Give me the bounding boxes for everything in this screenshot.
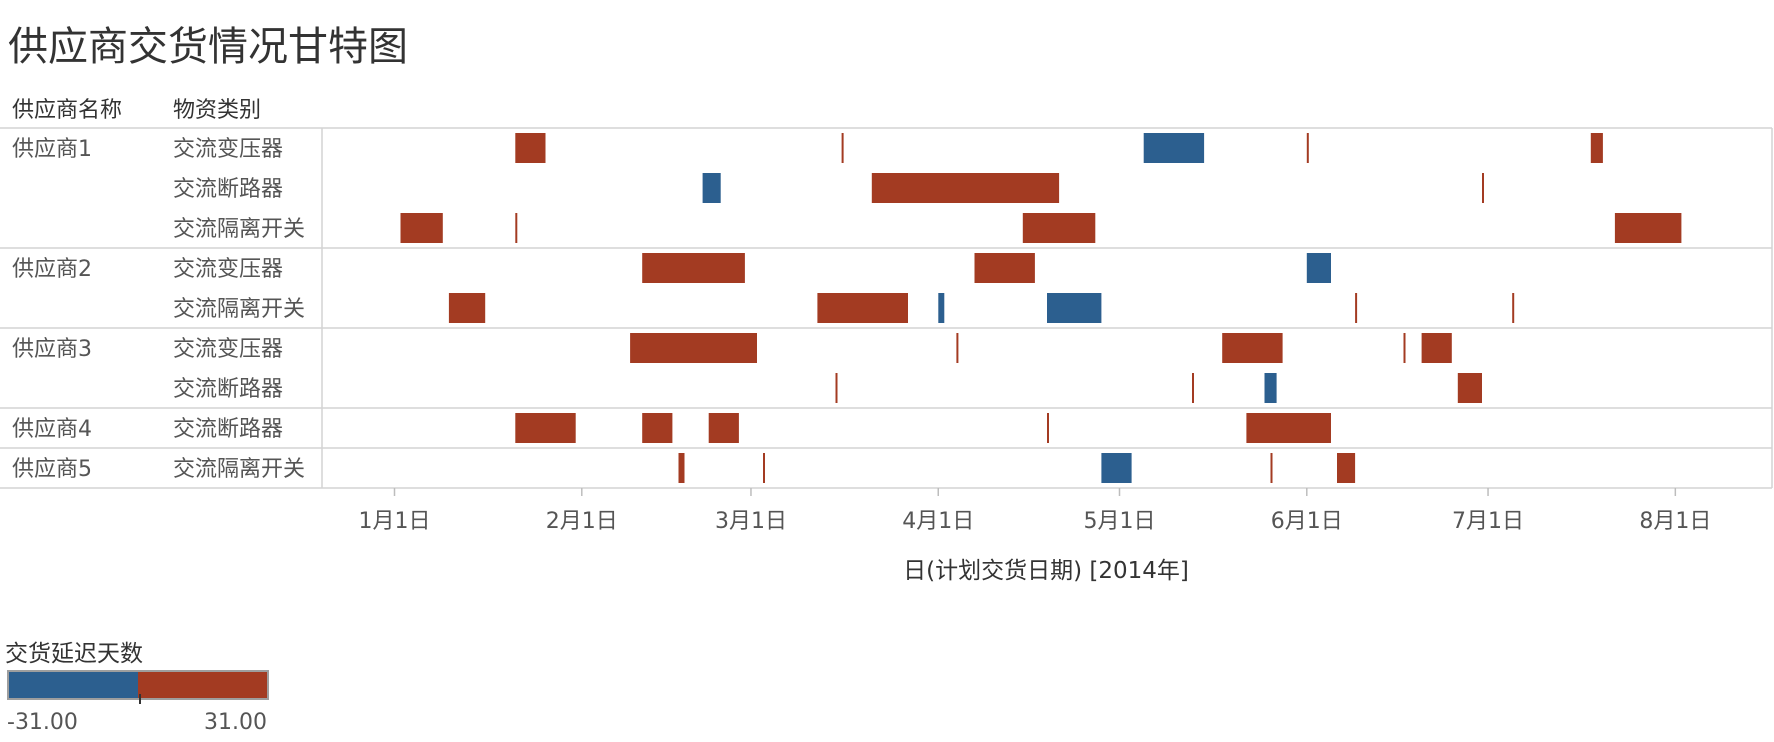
- gantt-bar: [1264, 373, 1277, 403]
- category-label: 交流断路器: [173, 417, 283, 442]
- gantt-bar: [835, 373, 838, 403]
- gantt-bar: [1337, 453, 1356, 483]
- gantt-bar: [515, 133, 546, 163]
- legend-midpoint-marker: [139, 694, 141, 704]
- category-label: 交流隔离开关: [173, 297, 305, 322]
- x-axis-ticks: 1月1日 2月1日 3月1日 4月1日 5月1日 6月1日 7月1日 8月1日: [359, 488, 1711, 534]
- x-tick-label: 1月1日: [359, 509, 431, 534]
- x-tick-label: 6月1日: [1271, 509, 1343, 534]
- gantt-bar: [1421, 333, 1452, 363]
- gantt-bar: [1047, 413, 1049, 443]
- x-tick-label: 3月1日: [715, 509, 787, 534]
- category-label: 交流断路器: [173, 177, 283, 202]
- gantt-bar: [678, 453, 685, 483]
- gantt-bar: [1022, 213, 1096, 243]
- gantt-bar: [515, 213, 518, 243]
- gantt-bar: [702, 173, 721, 203]
- gantt-bar: [1482, 173, 1484, 203]
- legend-negative-swatch: [9, 672, 138, 698]
- legend-min-label: -31.00: [7, 710, 78, 735]
- x-tick-label: 5月1日: [1084, 509, 1156, 534]
- gantt-bar: [974, 253, 1035, 283]
- supplier-label: 供应商2: [12, 257, 92, 282]
- supplier-label: 供应商4: [12, 417, 92, 442]
- category-label: 交流隔离开关: [173, 457, 305, 482]
- gantt-bar: [763, 453, 765, 483]
- row-header-supplier: 供应商名称: [12, 98, 122, 123]
- supplier-label: 供应商3: [12, 337, 92, 362]
- gantt-bar: [1101, 453, 1132, 483]
- gantt-bar: [515, 413, 576, 443]
- gantt-bar: [1143, 133, 1205, 163]
- x-tick-label: 2月1日: [546, 509, 618, 534]
- gantt-bar: [1403, 333, 1406, 363]
- gantt-bar: [400, 213, 443, 243]
- chart-title: 供应商交货情况甘特图: [8, 24, 408, 70]
- gantt-bar: [1457, 373, 1482, 403]
- supplier-label: 供应商1: [12, 137, 92, 162]
- gantt-bar: [1306, 133, 1309, 163]
- gantt-bar: [817, 293, 908, 323]
- category-label: 交流变压器: [173, 257, 283, 282]
- gantt-bar: [1306, 253, 1331, 283]
- gantt-bar: [1192, 373, 1194, 403]
- gantt-bar: [1614, 213, 1682, 243]
- row-header-category: 物资类别: [173, 98, 261, 123]
- gantt-grid: [0, 127, 1773, 489]
- gantt-bar: [708, 413, 739, 443]
- x-tick-label: 8月1日: [1639, 509, 1711, 534]
- gantt-bar: [956, 333, 959, 363]
- x-axis-title: 日(计划交货日期) [2014年]: [903, 558, 1189, 584]
- gantt-bar: [1047, 293, 1102, 323]
- gantt-bar: [642, 413, 673, 443]
- gantt-bar: [1355, 293, 1358, 323]
- gantt-bar: [642, 253, 745, 283]
- gantt-bar: [1246, 413, 1331, 443]
- gantt-bar: [841, 133, 844, 163]
- gantt-bar: [1512, 293, 1515, 323]
- gantt-bars: [400, 133, 1682, 483]
- legend-title: 交货延迟天数: [5, 641, 143, 667]
- supplier-label: 供应商5: [12, 457, 92, 482]
- x-tick-label: 7月1日: [1452, 509, 1524, 534]
- legend-color-ramp: [7, 670, 269, 700]
- legend-positive-swatch: [138, 672, 267, 698]
- category-label: 交流变压器: [173, 137, 283, 162]
- gantt-bar: [1270, 453, 1273, 483]
- gantt-bar: [871, 173, 1060, 203]
- gantt-bar: [938, 293, 945, 323]
- gantt-bar: [1590, 133, 1603, 163]
- category-label: 交流隔离开关: [173, 217, 305, 242]
- gantt-bar: [448, 293, 486, 323]
- gantt-bar: [630, 333, 757, 363]
- category-label: 交流变压器: [173, 337, 283, 362]
- category-label: 交流断路器: [173, 377, 283, 402]
- legend-max-label: 31.00: [204, 710, 267, 735]
- gantt-bar: [1222, 333, 1283, 363]
- x-tick-label: 4月1日: [902, 509, 974, 534]
